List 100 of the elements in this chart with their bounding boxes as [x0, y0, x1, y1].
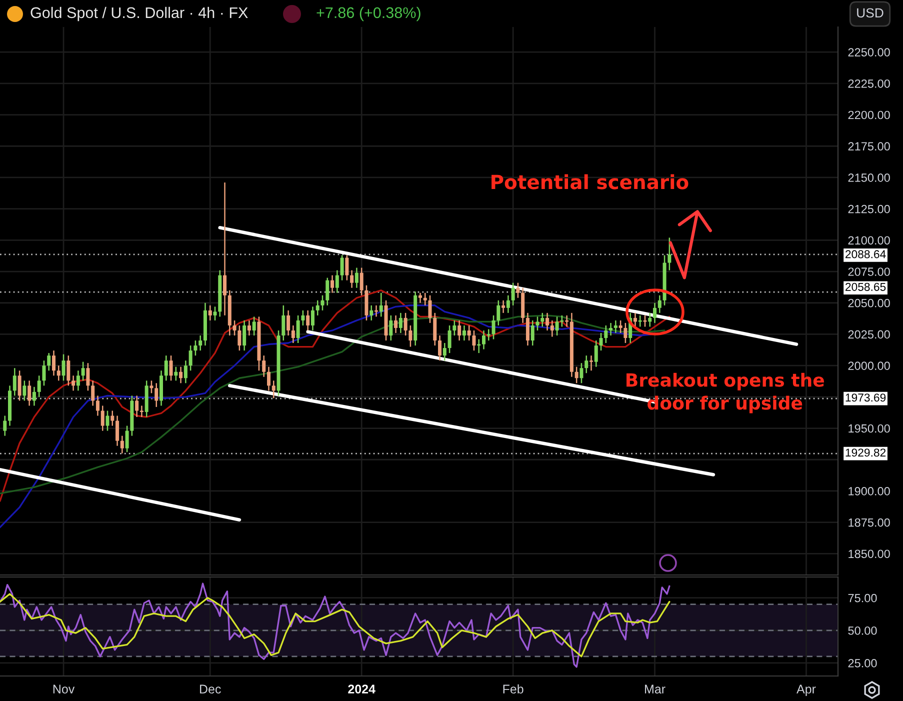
candlestick	[154, 382, 158, 408]
candlestick	[310, 306, 314, 332]
candlestick	[150, 380, 154, 394]
candlestick	[428, 294, 432, 324]
candlestick	[452, 320, 456, 336]
candlestick	[599, 332, 603, 352]
x-tick-label: Mar	[645, 684, 666, 694]
candlestick	[96, 395, 100, 416]
candlestick	[37, 374, 41, 398]
candlestick	[580, 362, 584, 384]
candlestick	[306, 310, 310, 332]
candlestick	[609, 322, 613, 336]
candlestick	[555, 316, 559, 336]
candlestick	[106, 410, 110, 432]
candlestick	[658, 294, 662, 314]
candlestick	[28, 380, 32, 406]
candlestick	[62, 354, 66, 382]
candlestick	[506, 294, 510, 314]
candlestick	[326, 277, 330, 306]
candlestick	[91, 380, 95, 406]
candlestick	[208, 304, 212, 322]
candlestick	[618, 320, 622, 334]
y-tick-label: 75.00	[848, 594, 877, 602]
candlestick	[316, 300, 320, 316]
candlestick	[169, 354, 173, 382]
candlestick	[633, 312, 637, 328]
candlestick	[340, 254, 344, 281]
ref-line-label: 1973.69	[846, 394, 886, 402]
candlestick	[47, 352, 51, 372]
candlestick	[442, 342, 446, 362]
candlestick	[423, 292, 427, 306]
candlestick	[252, 316, 256, 336]
candlestick	[496, 300, 500, 326]
candlestick	[536, 316, 540, 332]
ref-line-label: 1929.82	[846, 448, 886, 457]
y-tick-label: 2225.00	[848, 79, 890, 88]
candlestick	[418, 292, 422, 304]
y-tick-label: 2200.00	[848, 110, 890, 120]
candlestick	[335, 270, 339, 294]
candlestick	[448, 324, 452, 354]
candlestick	[238, 324, 242, 352]
candlestick	[282, 304, 286, 342]
candlestick	[511, 282, 515, 306]
candlestick	[668, 237, 672, 271]
candlestick	[540, 312, 544, 328]
candlestick	[550, 320, 554, 338]
candlestick	[354, 267, 358, 288]
candlestick	[438, 334, 442, 362]
candlestick	[110, 410, 114, 426]
candlestick	[81, 361, 85, 382]
candlestick	[653, 302, 657, 324]
candlestick	[614, 320, 618, 334]
candlestick	[184, 360, 188, 384]
candlestick	[42, 360, 46, 386]
y-tick-label: 2100.00	[848, 236, 890, 245]
candlestick	[526, 312, 530, 346]
candlestick	[76, 370, 80, 392]
candlestick	[320, 294, 324, 312]
candlestick	[52, 350, 56, 376]
candlestick	[22, 380, 26, 402]
candlestick	[135, 395, 139, 418]
x-tick-label: Apr	[796, 684, 816, 696]
candlestick	[56, 364, 60, 382]
candlestick	[12, 367, 16, 396]
candlestick	[379, 292, 383, 318]
candlestick	[286, 310, 290, 336]
x-tick-label: Feb	[503, 684, 524, 694]
candlestick	[462, 324, 466, 342]
candlestick	[472, 330, 476, 352]
candlestick	[3, 415, 7, 436]
candlestick	[296, 314, 300, 344]
candlestick	[486, 328, 490, 342]
candlestick	[530, 320, 534, 346]
candlestick	[301, 310, 305, 326]
y-tick-label: 2175.00	[848, 142, 890, 151]
y-tick-label: 1875.00	[848, 518, 890, 527]
candlestick	[467, 324, 471, 342]
y-tick-label: 2025.00	[848, 330, 890, 339]
annotation: Potential scenario	[492, 174, 688, 190]
candlestick	[502, 300, 506, 314]
candlestick	[164, 354, 168, 382]
candlestick	[100, 405, 104, 432]
candlestick	[546, 312, 550, 332]
y-tick-label: 2150.00	[848, 174, 890, 182]
candlestick	[72, 374, 76, 392]
candlestick	[120, 435, 124, 454]
candlestick	[458, 320, 462, 342]
candlestick	[492, 314, 496, 340]
candlestick	[345, 254, 349, 281]
candlestick	[125, 425, 129, 453]
candlestick	[247, 320, 251, 336]
candlestick	[213, 306, 217, 322]
y-tick-label: 1900.00	[848, 487, 890, 496]
y-axis-title: USD	[857, 8, 884, 18]
candlestick	[291, 324, 295, 344]
y-tick-label: 25.00	[848, 659, 877, 668]
candlestick	[262, 354, 266, 378]
candlestick	[18, 370, 22, 402]
candlestick	[66, 354, 70, 386]
candlestick	[223, 182, 227, 316]
